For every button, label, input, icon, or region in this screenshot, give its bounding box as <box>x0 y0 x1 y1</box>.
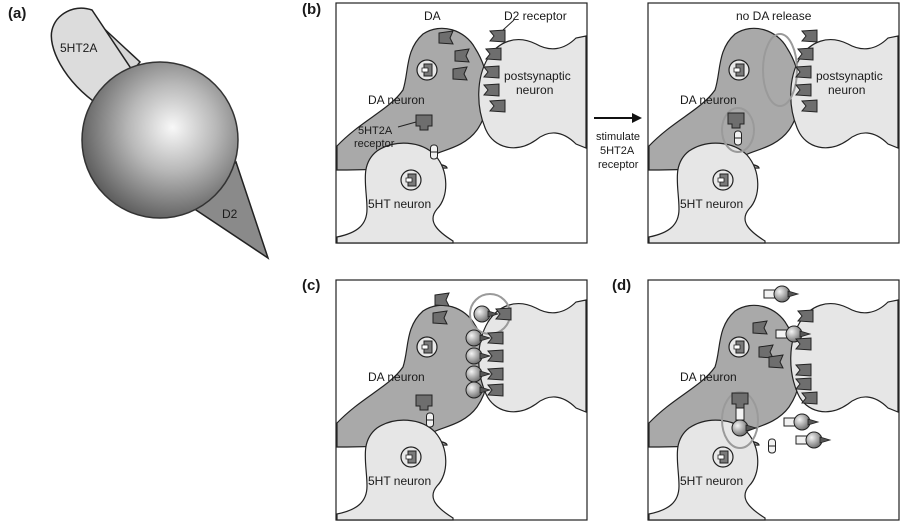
drug-bound-5ht2a-ring <box>721 391 759 449</box>
stimulate-arrow: stimulate 5HT2A receptor <box>594 113 642 171</box>
label-postsynaptic-1: postsynaptic <box>816 69 883 83</box>
drug-on-5ht2a <box>731 407 757 437</box>
label-da-neuron: DA neuron <box>368 93 425 107</box>
da-vesicle <box>728 59 750 81</box>
label-no-da-release: no DA release <box>736 9 812 23</box>
label-d2: D2 <box>222 207 238 221</box>
drug-bound-d2 <box>775 309 818 405</box>
label-5ht2a: 5HT2A <box>60 41 97 55</box>
da-vesicle <box>416 59 438 81</box>
bound-receptor-ring <box>721 107 755 153</box>
arrow-line3: receptor <box>598 159 639 171</box>
bivalent-ligand-sphere <box>81 61 239 219</box>
serotonin-vesicle <box>712 169 734 191</box>
panel-c-label: (c) <box>302 277 320 294</box>
panel-b-after: no DA release postsynaptic neuron DA neu… <box>647 2 900 244</box>
label-d2-receptor: D2 receptor <box>504 9 567 23</box>
label-serotonin-neuron: 5HT neuron <box>680 197 743 211</box>
label-dopamine: DA <box>424 9 441 23</box>
label-5ht2a-receptor-1: 5HT2A <box>358 125 393 137</box>
serotonin-molecule <box>426 412 434 428</box>
label-da-neuron: DA neuron <box>368 370 425 384</box>
panel-a: (a) 5HT2A D2 <box>8 5 270 260</box>
label-5ht2a-receptor-2: receptor <box>354 138 395 150</box>
serotonin-molecule-bound <box>734 130 742 146</box>
serotonin-vesicle <box>400 446 422 468</box>
panel-d-label: (d) <box>612 277 631 294</box>
label-postsynaptic-2: neuron <box>516 83 553 97</box>
serotonin-vesicle <box>400 169 422 191</box>
free-drug-molecules <box>763 285 831 449</box>
arrow-line2: 5HT2A <box>600 145 635 157</box>
panel-d: (d) <box>612 277 900 521</box>
label-da-neuron: DA neuron <box>680 93 737 107</box>
serotonin-molecule <box>430 144 438 160</box>
label-postsynaptic-2: neuron <box>828 83 865 97</box>
label-serotonin-neuron: 5HT neuron <box>680 474 743 488</box>
panel-b-before: (b) DA D2 receptor postsynaptic neuron <box>302 1 588 244</box>
empty-cleft-ring <box>762 33 798 107</box>
label-da-neuron: DA neuron <box>680 370 737 384</box>
da-vesicle <box>728 336 750 358</box>
serotonin-vesicle <box>712 446 734 468</box>
arrow-line1: stimulate <box>596 131 640 143</box>
da-vesicle <box>416 336 438 358</box>
serotonin-molecule <box>768 438 776 454</box>
panel-a-label: (a) <box>8 5 26 22</box>
label-postsynaptic-1: postsynaptic <box>504 69 571 83</box>
panel-b-label: (b) <box>302 1 321 18</box>
panel-c: (c) DA neuron 5HT neu <box>302 277 588 521</box>
label-serotonin-neuron: 5HT neuron <box>368 474 431 488</box>
label-serotonin-neuron: 5HT neuron <box>368 197 431 211</box>
